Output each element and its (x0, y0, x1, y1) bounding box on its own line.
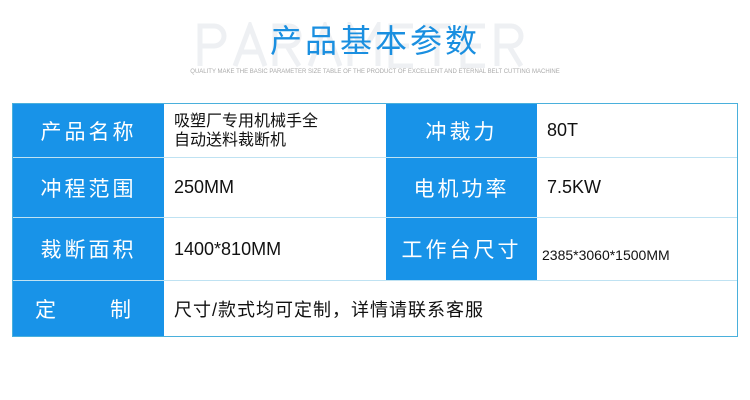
table-row: 裁断面积 1400*810MM 工作台尺寸 2385*3060*1500MM (13, 218, 737, 281)
page-subtitle: QUALITY MAKE THE BASIC PARAMETER SIZE TA… (190, 69, 560, 75)
value-stroke-range: 250MM (174, 177, 235, 197)
table-row: 产品名称 吸塑厂专用机械手全 自动送料裁断机 冲裁力 80T (13, 104, 737, 158)
spec-table: 产品名称 吸塑厂专用机械手全 自动送料裁断机 冲裁力 80T 冲程范围 250M… (12, 103, 738, 337)
label-motor-power: 电机功率 (386, 158, 537, 217)
page-title: 产品基本参数 (269, 22, 480, 60)
label-char: 制 (110, 297, 134, 322)
value-cutting-area: 1400*810MM (174, 238, 282, 259)
label-table-size: 工作台尺寸 (386, 218, 537, 280)
table-row: 冲程范围 250MM 电机功率 7.5KW (13, 158, 737, 218)
value-punch-force: 80T (547, 120, 579, 140)
watermark (197, 22, 524, 68)
value-line: 自动送料裁断机 (174, 131, 287, 149)
label-customization: 定 制 (13, 281, 164, 336)
table-row: 定 制 尺寸/款式均可定制，详情请联系客服 (13, 281, 737, 336)
value-table-size: 2385*3060*1500MM (542, 247, 670, 263)
value-product-name: 吸塑厂专用机械手全 自动送料裁断机 (164, 104, 386, 157)
value-motor-power: 7.5KW (547, 177, 602, 197)
label-cutting-area: 裁断面积 (13, 218, 164, 280)
value-line: 吸塑厂专用机械手全 (174, 112, 319, 130)
label-stroke-range: 冲程范围 (13, 158, 164, 217)
label-product-name: 产品名称 (13, 104, 164, 157)
label-char: 定 (35, 297, 59, 322)
label-punch-force: 冲裁力 (386, 104, 537, 157)
value-customization: 尺寸/款式均可定制，详情请联系客服 (174, 299, 484, 320)
